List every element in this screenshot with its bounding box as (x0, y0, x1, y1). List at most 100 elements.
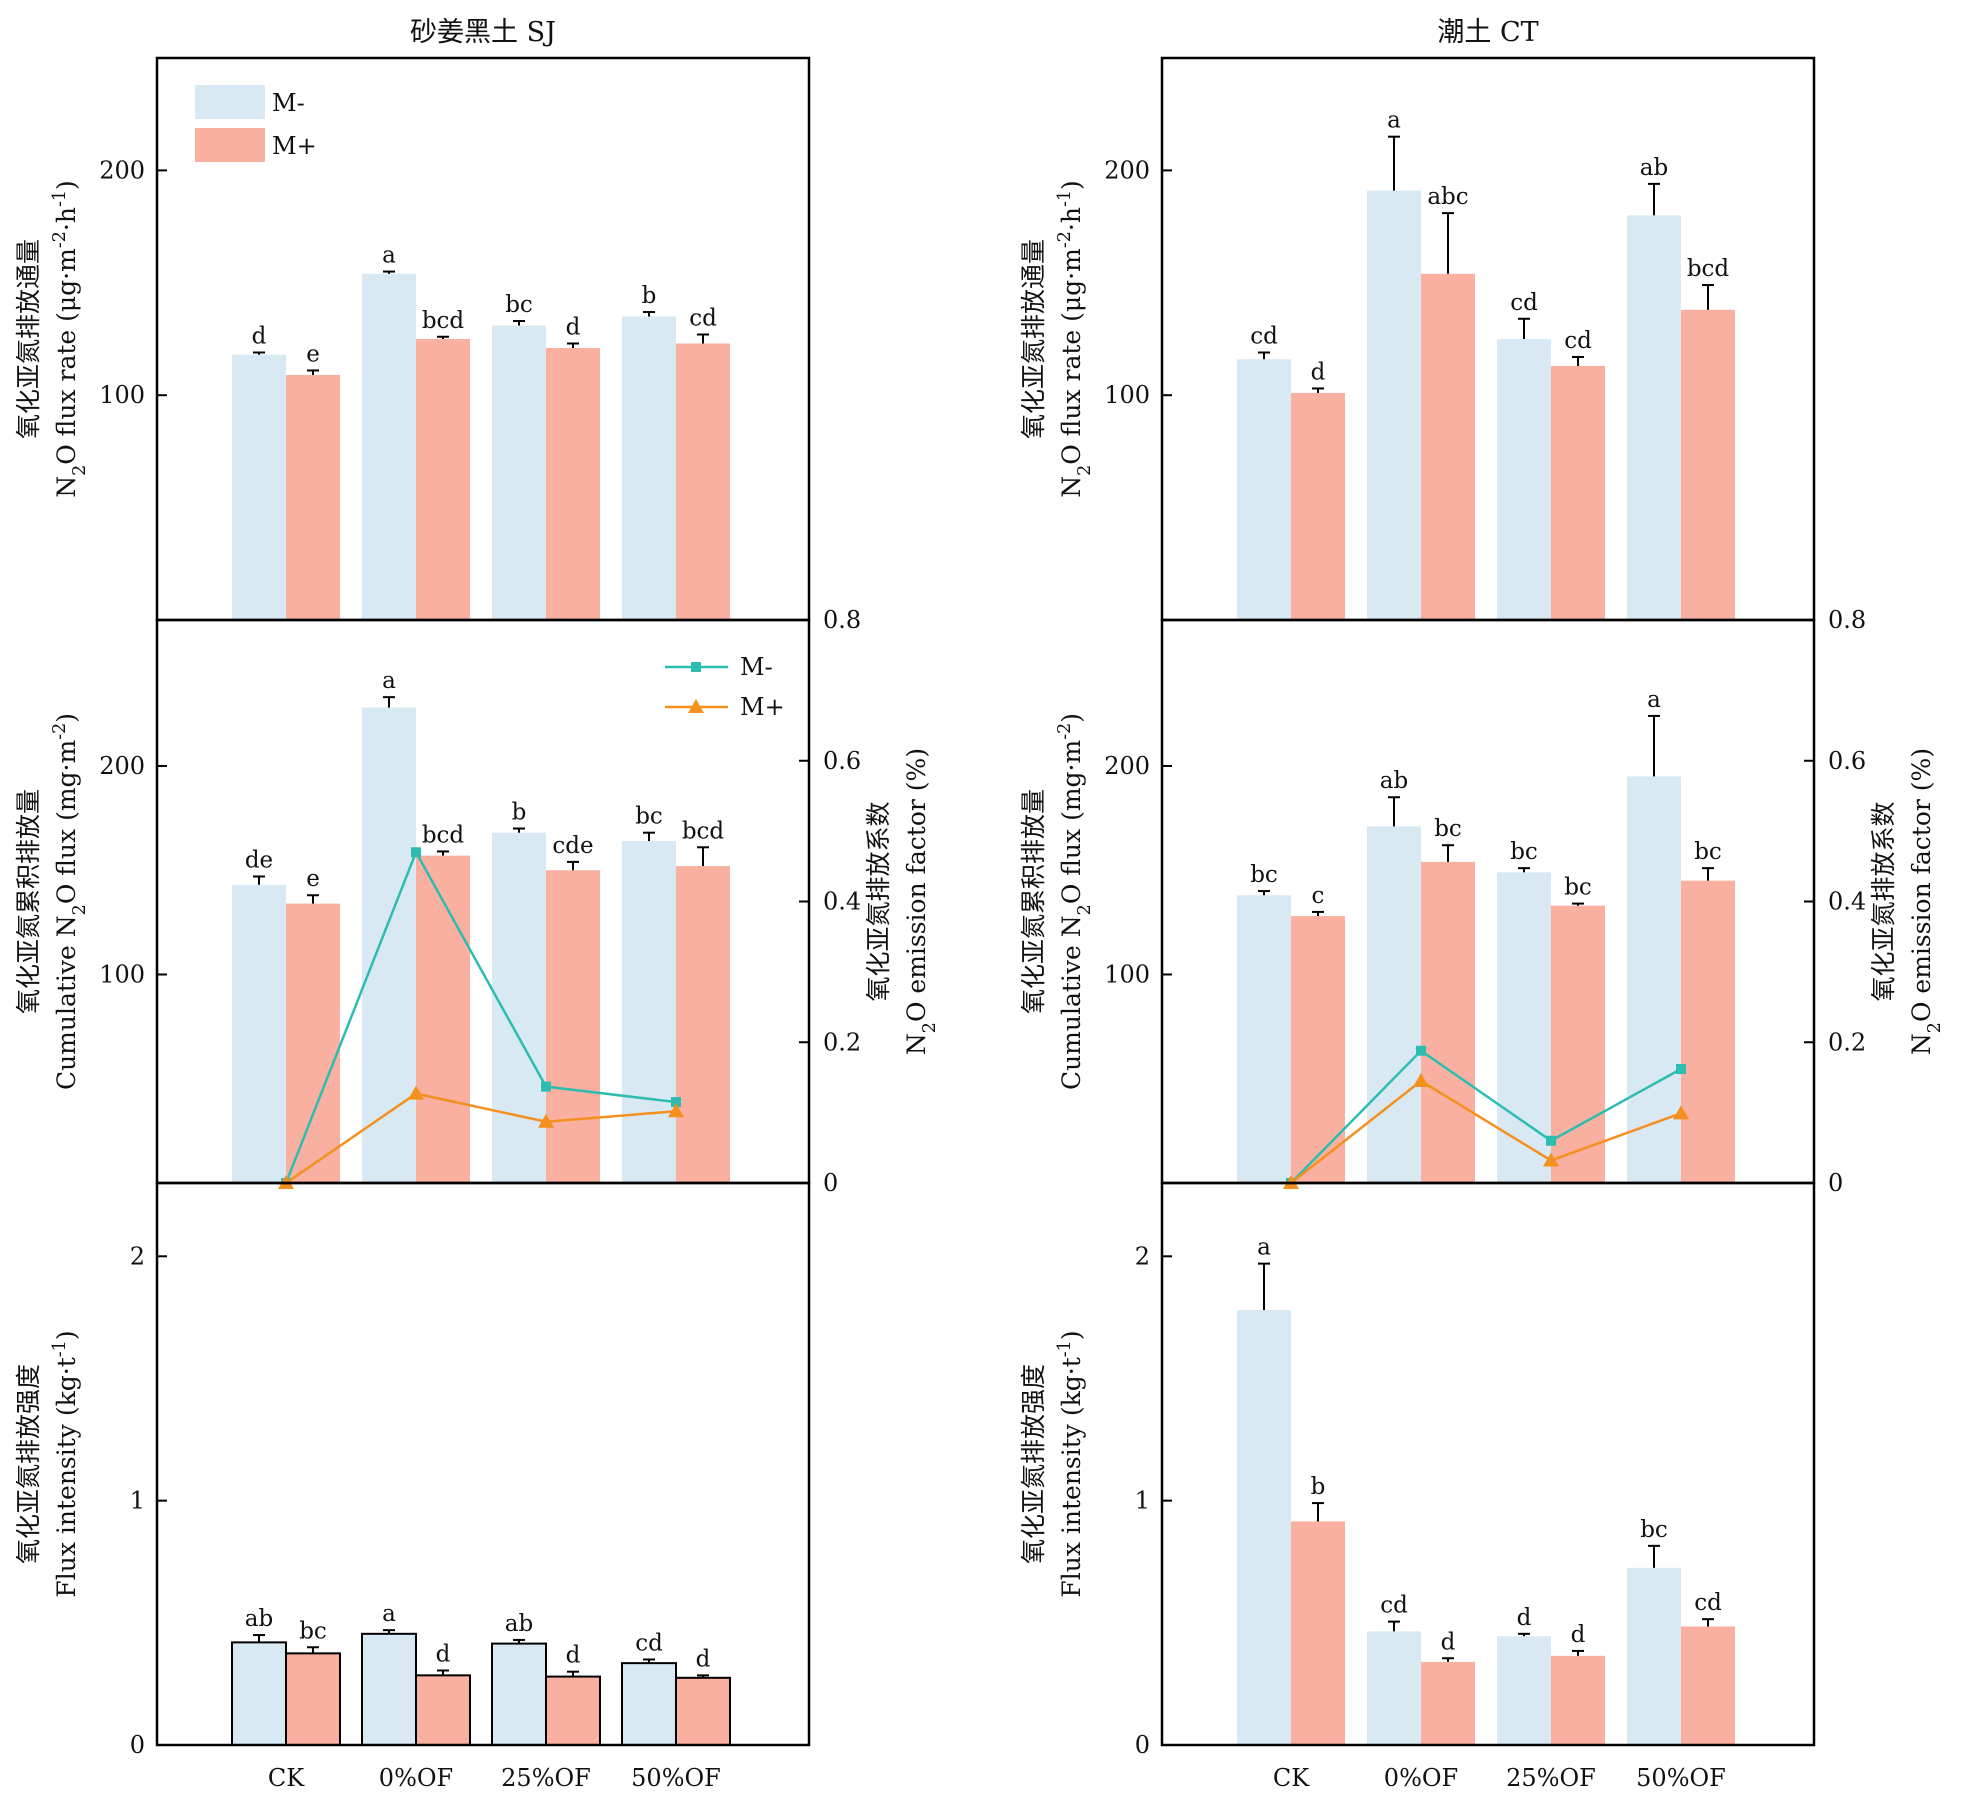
significance-letter: bc (1564, 875, 1592, 901)
x-tick-label: 0%OF (379, 1764, 453, 1792)
bar-M+-50%OF (1681, 1626, 1735, 1745)
bar-M--50%OF (621, 1662, 677, 1746)
significance-letter: cd (1694, 1590, 1722, 1616)
x-tick-label: CK (1273, 1764, 1310, 1792)
marker-M+-0%OF (408, 1085, 424, 1100)
bar-M--0%OF (361, 1632, 417, 1747)
bar-M--25%OF (492, 832, 546, 1183)
significance-letter: b (512, 800, 527, 826)
significance-letter: c (1312, 883, 1325, 909)
significance-letter: a (382, 1601, 396, 1627)
bar-M+-50%OF (1681, 880, 1735, 1183)
bar-M--50%OF (622, 316, 676, 620)
y-tick-label: 200 (1104, 156, 1150, 184)
bar-M--0%OF (1367, 190, 1421, 620)
y2-tick-label: 0 (1828, 1169, 1843, 1197)
bar-M--25%OF (1497, 872, 1551, 1183)
legend-label-m-minus: M- (272, 89, 305, 117)
significance-letter: bc (1694, 839, 1722, 865)
marker-M--0%OF (1416, 1045, 1426, 1056)
significance-letter: bc (1250, 862, 1278, 888)
marker-M+-25%OF (1543, 1152, 1559, 1167)
marker-M--50%OF (671, 1097, 681, 1108)
legend-label-m-plus: M+ (740, 693, 785, 721)
bar-M+-CK (1291, 1521, 1345, 1745)
significance-letter: ab (1380, 768, 1408, 794)
y2-tick-label: 0.8 (823, 606, 861, 634)
y-axis-label: 氧化亚氮排放强度 Flux intensity (kg·t-1) (1019, 1330, 1086, 1597)
bar-M+-CK (1291, 392, 1345, 620)
marker-M+-50%OF (668, 1103, 684, 1118)
significance-letter: cd (689, 306, 717, 332)
y2-tick-label: 0.2 (1828, 1028, 1866, 1056)
y-tick-label: 200 (99, 156, 145, 184)
significance-letter: a (1387, 108, 1401, 134)
bar-M+-25%OF (546, 870, 600, 1183)
y-label-cn: 氧化亚氮排放强度 (1019, 1364, 1048, 1564)
bar-M--50%OF (1627, 776, 1681, 1183)
bar-M+-CK (285, 1652, 341, 1746)
legend-swatch-m-plus (195, 128, 265, 162)
bar-M+-0%OF (416, 855, 470, 1183)
y2-label-en: N2O emission factor (%) (1907, 748, 1945, 1055)
bar-M--CK (1237, 1310, 1291, 1745)
bar-M--50%OF (1627, 1567, 1681, 1745)
significance-letter: ab (1640, 155, 1668, 181)
marker-M+-50%OF (1673, 1105, 1689, 1120)
bar-M+-CK (286, 374, 340, 620)
legend-swatch-m-minus (195, 85, 265, 119)
y2-axis-label: 氧化亚氮排放系数 N2O emission factor (%) (1869, 748, 1945, 1055)
bar-M+-CK (1291, 916, 1345, 1183)
bar-M+-50%OF (1681, 309, 1735, 620)
y2-tick-label: 0.2 (823, 1028, 861, 1056)
y-tick-label: 100 (99, 960, 145, 988)
y-axis-label: 氧化亚氮排放强度 Flux intensity (kg·t-1) (14, 1330, 81, 1597)
significance-letter: d (1311, 359, 1326, 385)
y-tick-label: 0 (1135, 1731, 1150, 1759)
significance-letter: d (1517, 1605, 1532, 1631)
bar-M+-25%OF (1551, 365, 1605, 620)
legend-label-m-minus: M- (740, 653, 773, 681)
significance-letter: ab (245, 1606, 273, 1632)
panel-SJ-intensity: ab a ab cd bc d d d 0 1 2 氧化亚氮排放强度 Flux intensity (k… (14, 1181, 811, 1792)
significance-letter: bc (635, 804, 663, 830)
bar-M--0%OF (1367, 1631, 1421, 1745)
bar-M--25%OF (1497, 339, 1551, 620)
significance-letter: bc (505, 292, 533, 318)
significance-letter: cd (1510, 290, 1538, 316)
bar-M--0%OF (362, 273, 416, 620)
significance-letter: d (1571, 1622, 1586, 1648)
significance-letter: abc (1427, 184, 1468, 210)
y-tick-label: 200 (99, 752, 145, 780)
bar-M+-CK (286, 903, 340, 1183)
y2-tick-label: 0.4 (823, 888, 861, 916)
significance-letter: a (382, 243, 396, 269)
y2-tick-label: 0.6 (823, 747, 861, 775)
marker-M--25%OF (1546, 1135, 1556, 1146)
y2-label-cn: 氧化亚氮排放系数 (864, 801, 893, 1001)
bar-M+-25%OF (546, 347, 600, 620)
significance-letter: d (566, 1643, 581, 1669)
bar-M--25%OF (1497, 1636, 1551, 1745)
x-tick-label: 25%OF (1506, 1764, 1596, 1792)
y-tick-label: 0 (130, 1731, 145, 1759)
y2-tick-label: 0.8 (1828, 606, 1866, 634)
bar-M+-50%OF (676, 343, 730, 620)
significance-letter: ab (505, 1611, 533, 1637)
y2-tick-label: 0.4 (1828, 888, 1866, 916)
y-tick-label: 100 (1104, 960, 1150, 988)
significance-letter: d (436, 1641, 451, 1667)
bar-M+-50%OF (675, 1676, 731, 1746)
y-label-cn: 氧化亚氮累积排放量 (1019, 789, 1048, 1014)
panel-frame (155, 1181, 811, 1747)
bar-M+-0%OF (1421, 1661, 1475, 1745)
line-M- (284, 849, 677, 1184)
bar-M--50%OF (1627, 215, 1681, 621)
significance-letter: bcd (1687, 256, 1730, 282)
significance-letter: cde (552, 833, 593, 859)
y-label-cn: 氧化亚氮排放强度 (14, 1364, 43, 1564)
significance-letter: d (696, 1646, 711, 1672)
